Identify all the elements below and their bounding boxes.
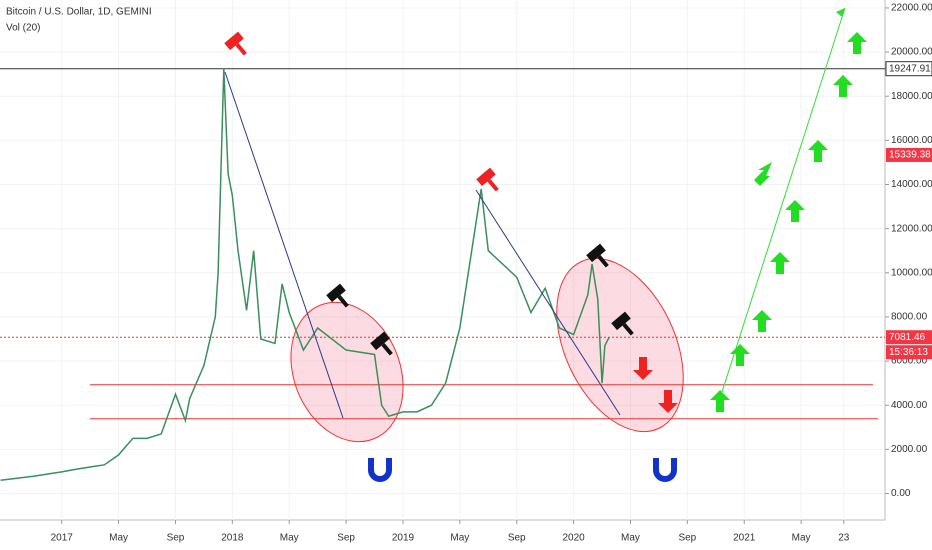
- up-arrow: [847, 32, 867, 54]
- countdown-tag: [886, 345, 932, 360]
- ellipse-drawing: [556, 257, 684, 433]
- hammer-icon: [326, 283, 349, 308]
- x-tick-label: 2018: [221, 533, 244, 544]
- y-tick-label: 14000.00: [891, 179, 932, 190]
- x-tick-label: May: [792, 533, 811, 544]
- trend-line: [224, 71, 344, 419]
- magnets: [368, 458, 677, 482]
- y-tick-label: 0.00: [891, 488, 911, 499]
- up-arrow: [752, 310, 772, 332]
- x-tick-label: 2017: [51, 533, 74, 544]
- y-tick-label: 12000.00: [891, 223, 932, 234]
- price-tag-label: 7081.46: [889, 332, 926, 343]
- price-tag: [885, 61, 932, 77]
- down-arrow: [633, 357, 653, 380]
- up-arrow: [730, 344, 750, 366]
- hammer-icon: [476, 167, 499, 192]
- y-tick-label: 16000.00: [891, 135, 932, 146]
- price-line: [0, 68, 610, 482]
- price-tag: [886, 147, 932, 162]
- y-tick-label: 6000.00: [891, 356, 928, 367]
- y-tick-label: 4000.00: [891, 400, 928, 411]
- y-tick-label: 10000.00: [891, 267, 932, 278]
- x-tick-label: May: [109, 533, 128, 544]
- up-arrow: [785, 200, 805, 222]
- x-tick-label: May: [621, 533, 640, 544]
- x-tick-label: 2019: [392, 533, 415, 544]
- up-arrow: [808, 140, 828, 162]
- price-tag: [886, 330, 932, 345]
- x-tick-label: 2020: [562, 533, 585, 544]
- up-arrow: [833, 75, 853, 97]
- down-arrows: [633, 357, 678, 413]
- hammer-icon: [611, 311, 634, 336]
- hammers: [224, 31, 634, 356]
- hammer-icon: [224, 31, 247, 56]
- x-tick-label: Sep: [508, 533, 526, 544]
- x-tick-label: May: [280, 533, 299, 544]
- y-tick-label: 2000.00: [891, 444, 928, 455]
- ellipse-drawing: [290, 301, 404, 443]
- trend-line: [721, 7, 846, 393]
- y-tick-label: 8000.00: [891, 312, 928, 323]
- indicator-label: Vol (20): [6, 23, 40, 34]
- magnet-icon: [368, 458, 392, 482]
- up-arrow: [710, 390, 730, 412]
- up-arrows: [710, 32, 867, 412]
- magnet-icon: [653, 458, 677, 482]
- up-arrow: [770, 252, 790, 274]
- grid: [0, 0, 885, 520]
- trend-line: [475, 189, 621, 416]
- hammer-icon: [370, 331, 393, 356]
- price-tag-label: 15339.38: [889, 150, 931, 161]
- price-tag-label: 19247.91: [889, 63, 931, 74]
- x-tick-label: Sep: [337, 533, 355, 544]
- y-tick-label: 20000.00: [891, 47, 932, 58]
- x-tick-label: Sep: [678, 533, 696, 544]
- x-tick-label: 23: [838, 533, 850, 544]
- y-tick-label: 22000.00: [891, 3, 932, 14]
- x-tick-label: 2021: [733, 533, 756, 544]
- countdown-label: 15:36:13: [889, 347, 928, 358]
- y-tick-label: 18000.00: [891, 91, 932, 102]
- plot: [0, 68, 932, 482]
- plane-icon: [754, 162, 772, 186]
- arrow-head: [836, 8, 845, 17]
- down-arrow: [658, 390, 678, 413]
- x-tick-label: May: [450, 533, 469, 544]
- x-tick-label: Sep: [167, 533, 185, 544]
- chart-title: Bitcoin / U.S. Dollar, 1D, GEMINI: [6, 7, 152, 18]
- hammer-icon: [586, 243, 609, 268]
